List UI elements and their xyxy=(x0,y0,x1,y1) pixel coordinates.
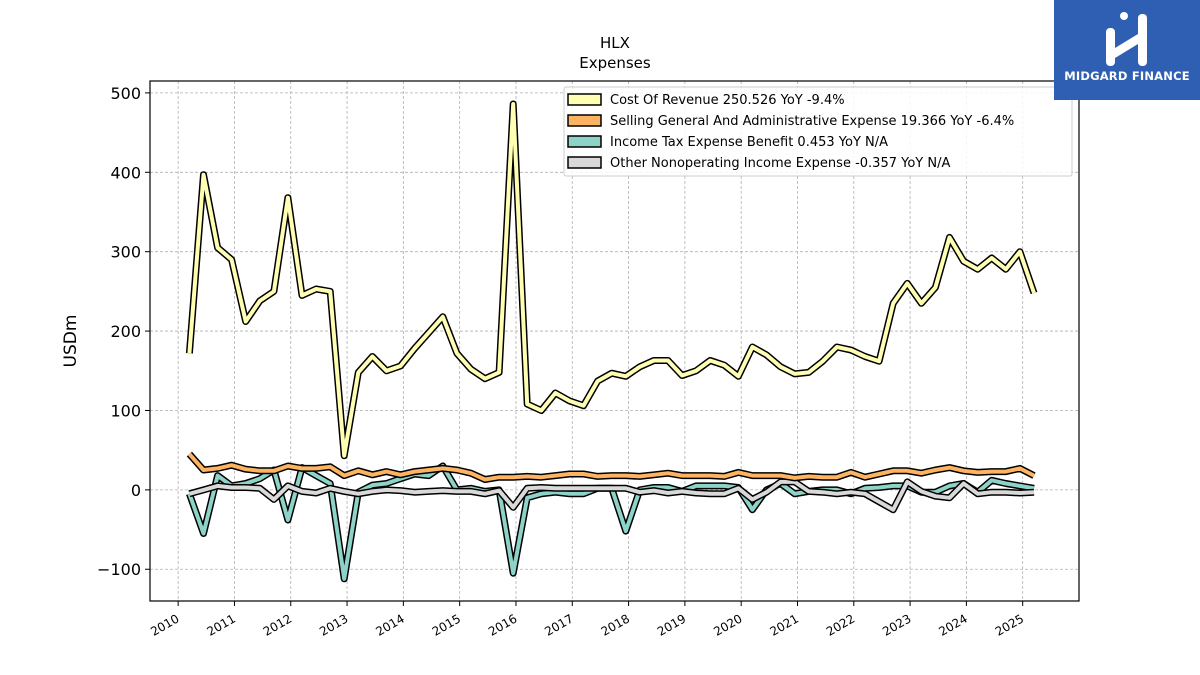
y-tick-label: 300 xyxy=(110,243,141,262)
legend-label-sga-expense: Selling General And Administrative Expen… xyxy=(610,114,1014,129)
legend-swatch-sga-expense xyxy=(567,114,602,127)
brand-logo: MIDGARD FINANCE xyxy=(1054,0,1200,100)
legend-box xyxy=(563,86,1073,177)
legend-label-income-tax: Income Tax Expense Benefit 0.453 YoY N/A xyxy=(610,135,888,150)
midgard-logo-icon xyxy=(1106,12,1147,66)
y-tick-label: 200 xyxy=(110,322,141,341)
series-line xyxy=(188,479,1035,512)
y-tick-label: 400 xyxy=(110,163,141,182)
legend-swatch-cost-of-revenue xyxy=(567,93,602,106)
plot-frame xyxy=(149,80,1080,602)
chart-title: HLX xyxy=(600,34,630,52)
series-1 xyxy=(186,451,1036,483)
legend-swatch-income-tax xyxy=(567,135,602,148)
y-axis-label: USDm xyxy=(61,315,81,368)
y-tick-label: −100 xyxy=(97,560,141,579)
legend: Cost Of Revenue 250.526 YoY -9.4% Sellin… xyxy=(563,86,1073,177)
chart-subtitle: Expenses xyxy=(579,54,651,72)
legend-label-other-nonoperating: Other Nonoperating Income Expense -0.357… xyxy=(610,156,950,171)
series-lines xyxy=(185,100,1038,583)
series-line xyxy=(187,452,1035,482)
y-tick-label: 0 xyxy=(131,481,141,500)
series-line xyxy=(187,102,1036,458)
series-3 xyxy=(188,478,1035,514)
legend-label-cost-of-revenue: Cost Of Revenue 250.526 YoY -9.4% xyxy=(610,93,845,108)
legend-swatch-other-nonoperating xyxy=(567,156,602,169)
y-tick-label: 100 xyxy=(110,401,141,420)
series-0 xyxy=(185,100,1038,460)
y-tick-label: 500 xyxy=(110,84,141,103)
brand-name: MIDGARD FINANCE xyxy=(1064,69,1190,83)
